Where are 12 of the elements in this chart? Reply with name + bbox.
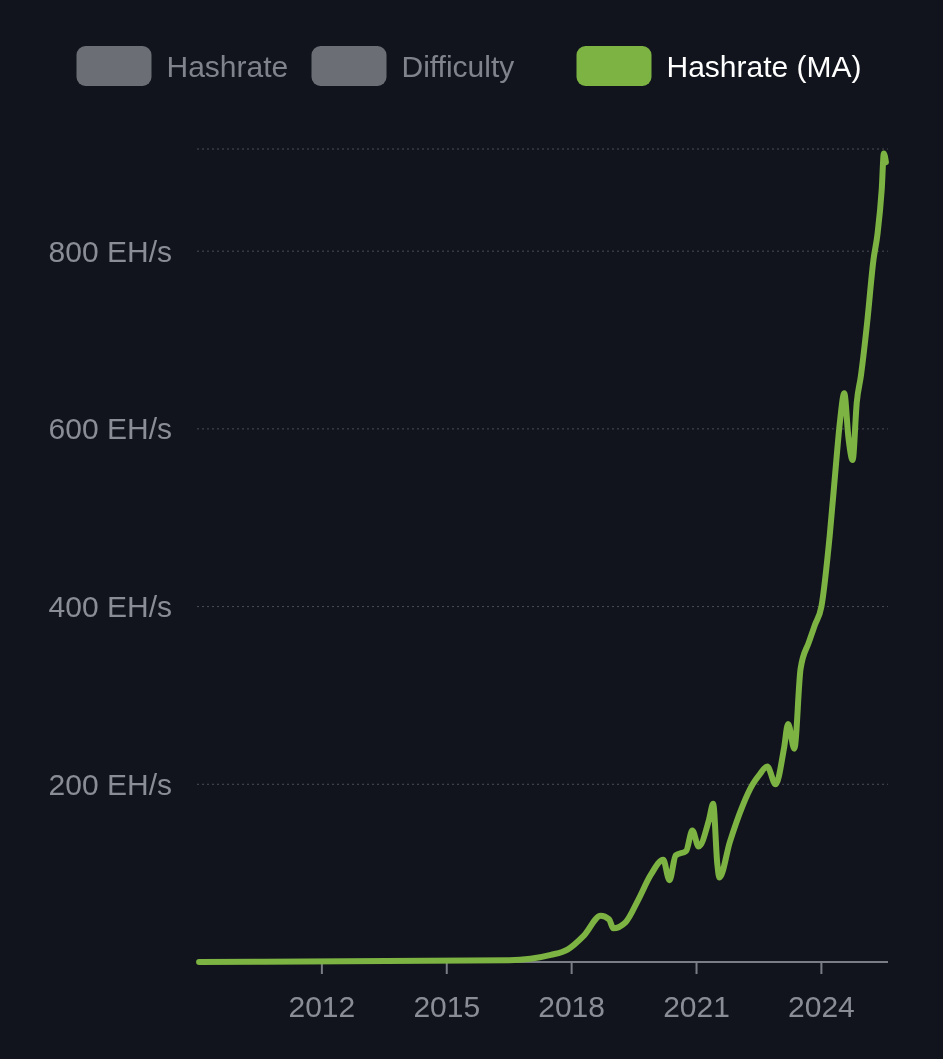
legend-label: Difficulty [401,49,515,83]
x-tick-label: 2024 [788,990,855,1023]
y-tick-label: 600 EH/s [48,412,172,446]
legend-label: Hashrate (MA) [666,49,862,83]
legend-label: Hashrate [166,49,289,83]
y-tick-label: 200 EH/s [48,767,172,801]
x-tick-label: 2018 [538,990,606,1023]
y-tick-label: 400 EH/s [48,590,172,624]
x-tick-label: 2015 [413,990,481,1023]
x-tick-label: 2012 [288,990,356,1023]
x-tick-label: 2021 [663,990,730,1023]
y-tick-label: 800 EH/s [48,234,172,268]
